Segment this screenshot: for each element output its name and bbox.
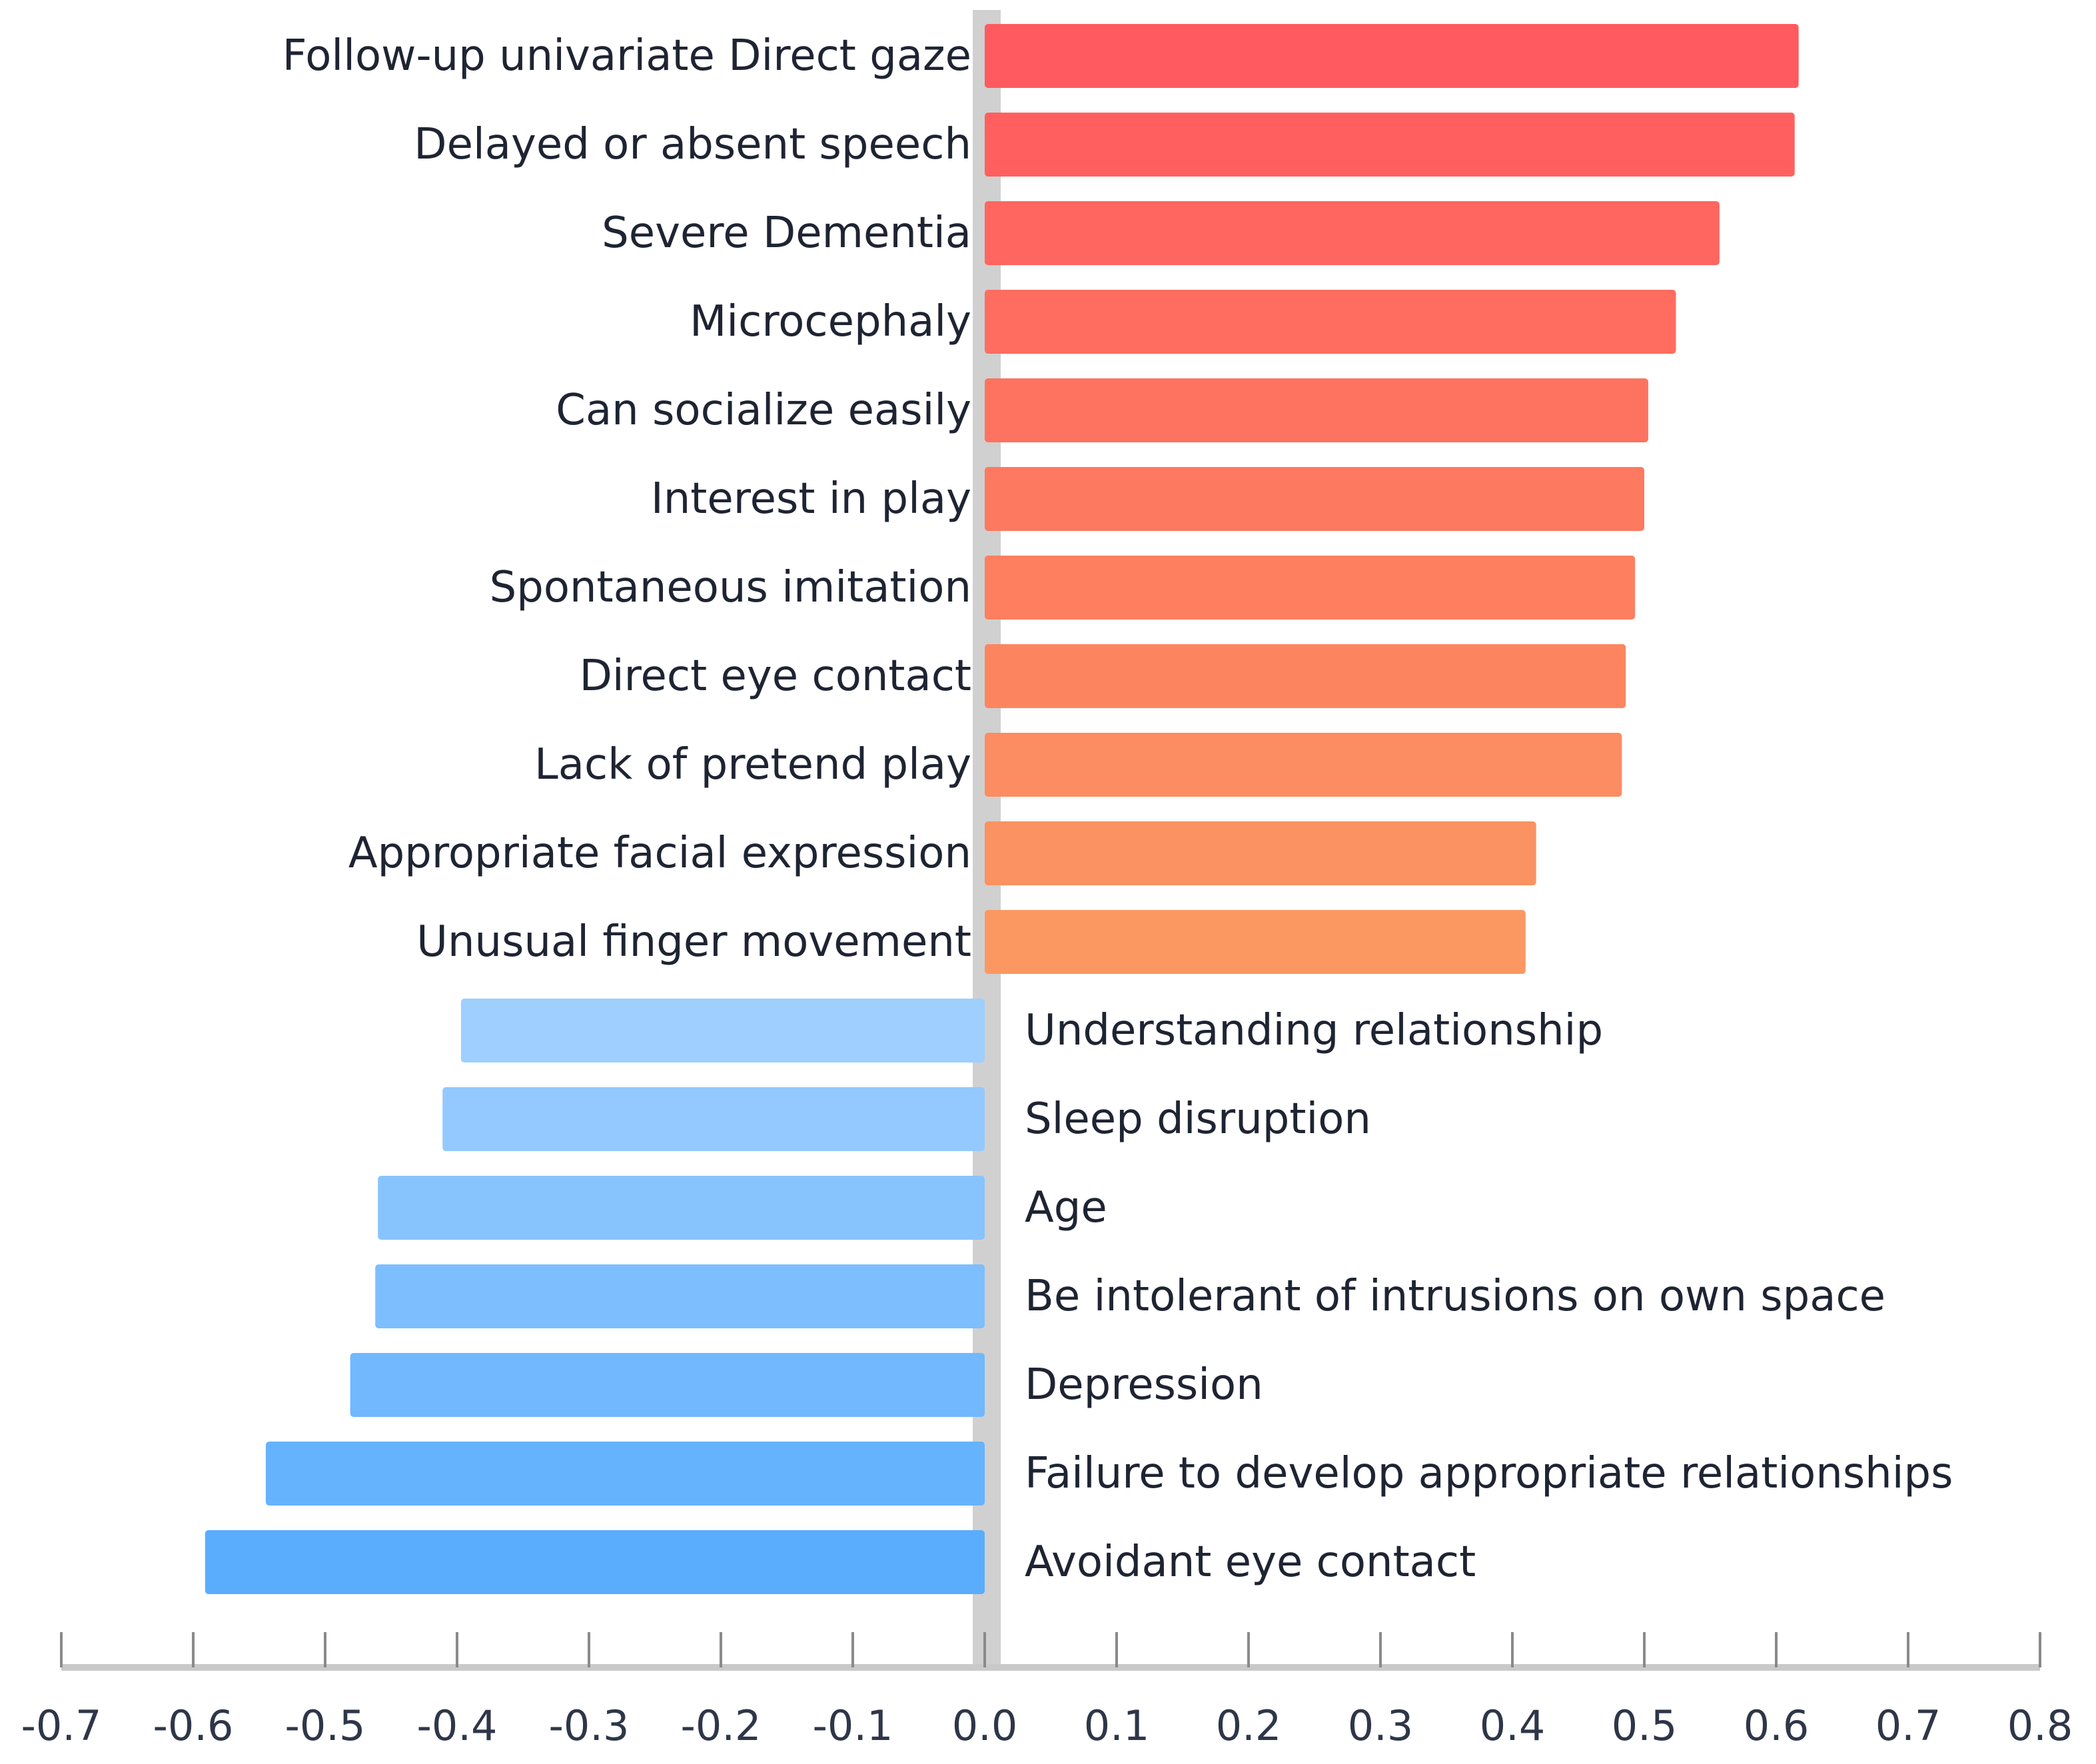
bar-label: Avoidant eye contact: [1025, 1538, 1476, 1587]
x-tick-label: 0.7: [1875, 1701, 1941, 1750]
x-axis-ticks: [60, 1632, 2041, 1667]
x-tick-label: 0.1: [1084, 1701, 1150, 1750]
bar-label: Spontaneous imitation: [490, 563, 971, 612]
x-tick-label: 0.0: [952, 1701, 1018, 1750]
bar: [985, 113, 1795, 177]
bar-label: Failure to develop appropriate relations…: [1025, 1449, 1953, 1498]
x-tick-label: -0.5: [285, 1701, 366, 1750]
bar: [985, 821, 1536, 885]
bar: [985, 556, 1636, 620]
x-axis: -0.7 -0.6 -0.5 -0.4 -0.3 -0.2 -0.1 0.0 0.1 0.2 0.3…: [21, 1632, 2073, 1750]
x-tick-label: 0.3: [1348, 1701, 1414, 1750]
x-tick-label: -0.1: [813, 1701, 893, 1750]
x-tick-label: 0.6: [1744, 1701, 1810, 1750]
bar-label: Depression: [1025, 1360, 1263, 1410]
bar: [985, 378, 1648, 442]
bar-label: Delayed or absent speech: [414, 120, 971, 169]
x-tick-label: -0.4: [417, 1701, 498, 1750]
x-tick-label: -0.3: [549, 1701, 630, 1750]
bar: [442, 1087, 985, 1151]
bar-label: Sleep disruption: [1025, 1095, 1371, 1144]
bar: [985, 733, 1622, 797]
bar-label: Interest in play: [651, 474, 971, 524]
x-tick-label: -0.7: [21, 1701, 102, 1750]
bar-label: Understanding relationship: [1025, 1006, 1603, 1055]
bar-label: Appropriate facial expression: [348, 829, 971, 878]
x-tick-label: -0.2: [681, 1701, 762, 1750]
bar: [378, 1176, 985, 1240]
x-axis-tick-labels: -0.7 -0.6 -0.5 -0.4 -0.3 -0.2 -0.1 0.0 0.1 0.2 0.3…: [21, 1701, 2073, 1750]
x-tick-label: -0.6: [153, 1701, 234, 1750]
bar-label: Follow-up univariate Direct gaze: [282, 31, 971, 81]
bar-label: Age: [1025, 1183, 1107, 1232]
bar-label: Direct eye contact: [580, 652, 971, 701]
bar: [985, 467, 1644, 531]
bar-label: Severe Dementia: [602, 209, 971, 258]
bars-group: [205, 24, 1799, 1594]
bar: [375, 1264, 985, 1328]
bar: [985, 201, 1720, 265]
bar: [350, 1353, 985, 1417]
bar-label: Can socialize easily: [556, 386, 971, 435]
x-tick-label: 0.2: [1216, 1701, 1282, 1750]
bar: [205, 1530, 985, 1594]
bar: [985, 644, 1626, 708]
x-tick-label: 0.5: [1612, 1701, 1678, 1750]
bar: [985, 24, 1799, 88]
bar-label: Be intolerant of intrusions on own space: [1025, 1272, 1885, 1321]
bar-label: Unusual finger movement: [416, 917, 971, 967]
bar: [985, 910, 1526, 974]
x-tick-label: 0.8: [2007, 1701, 2073, 1750]
x-tick-label: 0.4: [1480, 1701, 1546, 1750]
bar: [985, 290, 1676, 354]
bar-label: Lack of pretend play: [534, 740, 971, 789]
bar-label: Microcephaly: [690, 297, 971, 346]
bar: [460, 999, 985, 1063]
bar: [265, 1442, 985, 1506]
category-labels: Follow-up univariate Direct gaze Delayed …: [282, 31, 1953, 1587]
